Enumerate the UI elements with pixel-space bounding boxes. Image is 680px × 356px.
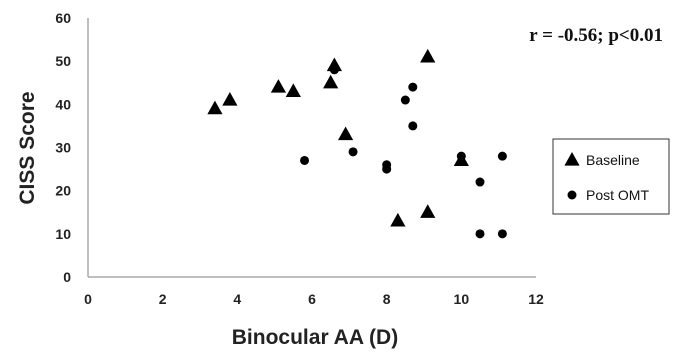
y-tick-label: 0 xyxy=(63,269,71,285)
y-axis-title: CISS Score xyxy=(16,91,39,204)
circle-point xyxy=(400,95,410,105)
triangle-point xyxy=(420,204,436,218)
legend-box xyxy=(552,138,670,215)
y-tick-label: 40 xyxy=(55,96,71,112)
triangle-point xyxy=(270,79,286,93)
y-tick-label: 50 xyxy=(55,53,71,69)
x-tick-label: 6 xyxy=(308,291,316,307)
circle-point xyxy=(497,151,507,161)
legend-marker-triangle xyxy=(564,152,580,166)
y-tick-labels: 0 10 20 30 40 50 60 xyxy=(55,10,71,285)
y-tick-label: 30 xyxy=(55,140,71,156)
legend-label: Baseline xyxy=(586,152,640,168)
circle-point xyxy=(475,177,485,187)
series-baseline xyxy=(207,48,469,227)
circle-point xyxy=(408,82,418,92)
circle-point xyxy=(329,65,339,75)
triangle-point xyxy=(390,212,406,227)
x-tick-label: 10 xyxy=(454,291,470,307)
circle-point xyxy=(382,160,392,170)
circle-point xyxy=(497,229,507,239)
triangle-point xyxy=(222,92,238,106)
triangle-point xyxy=(323,74,339,89)
legend-marker-circle xyxy=(567,190,577,200)
x-tick-label: 0 xyxy=(84,291,92,307)
y-tick-label: 60 xyxy=(55,10,71,26)
legend: Baseline Post OMT xyxy=(552,138,670,215)
y-tick-label: 20 xyxy=(55,183,71,199)
x-tick-label: 4 xyxy=(233,291,241,307)
x-tick-label: 8 xyxy=(383,291,391,307)
triangle-point xyxy=(338,126,354,141)
circle-point xyxy=(300,155,310,165)
data-points xyxy=(207,48,507,239)
x-tick-label: 12 xyxy=(528,291,544,307)
circle-point xyxy=(408,121,418,131)
triangle-point xyxy=(207,100,223,115)
triangle-point xyxy=(420,48,436,63)
x-tick-labels: 0 2 4 6 8 10 12 xyxy=(84,291,544,307)
x-axis-title: Binocular AA (D) xyxy=(232,326,398,349)
series-post-omt xyxy=(300,65,507,239)
x-tick-label: 2 xyxy=(159,291,167,307)
circle-point xyxy=(456,151,466,161)
triangle-point xyxy=(285,83,301,97)
circle-point xyxy=(475,229,485,239)
axes xyxy=(87,18,536,278)
correlation-annotation: r = -0.56; p<0.01 xyxy=(529,25,663,46)
y-tick-label: 10 xyxy=(55,226,71,242)
legend-label: Post OMT xyxy=(586,187,649,203)
circle-point xyxy=(348,147,358,157)
